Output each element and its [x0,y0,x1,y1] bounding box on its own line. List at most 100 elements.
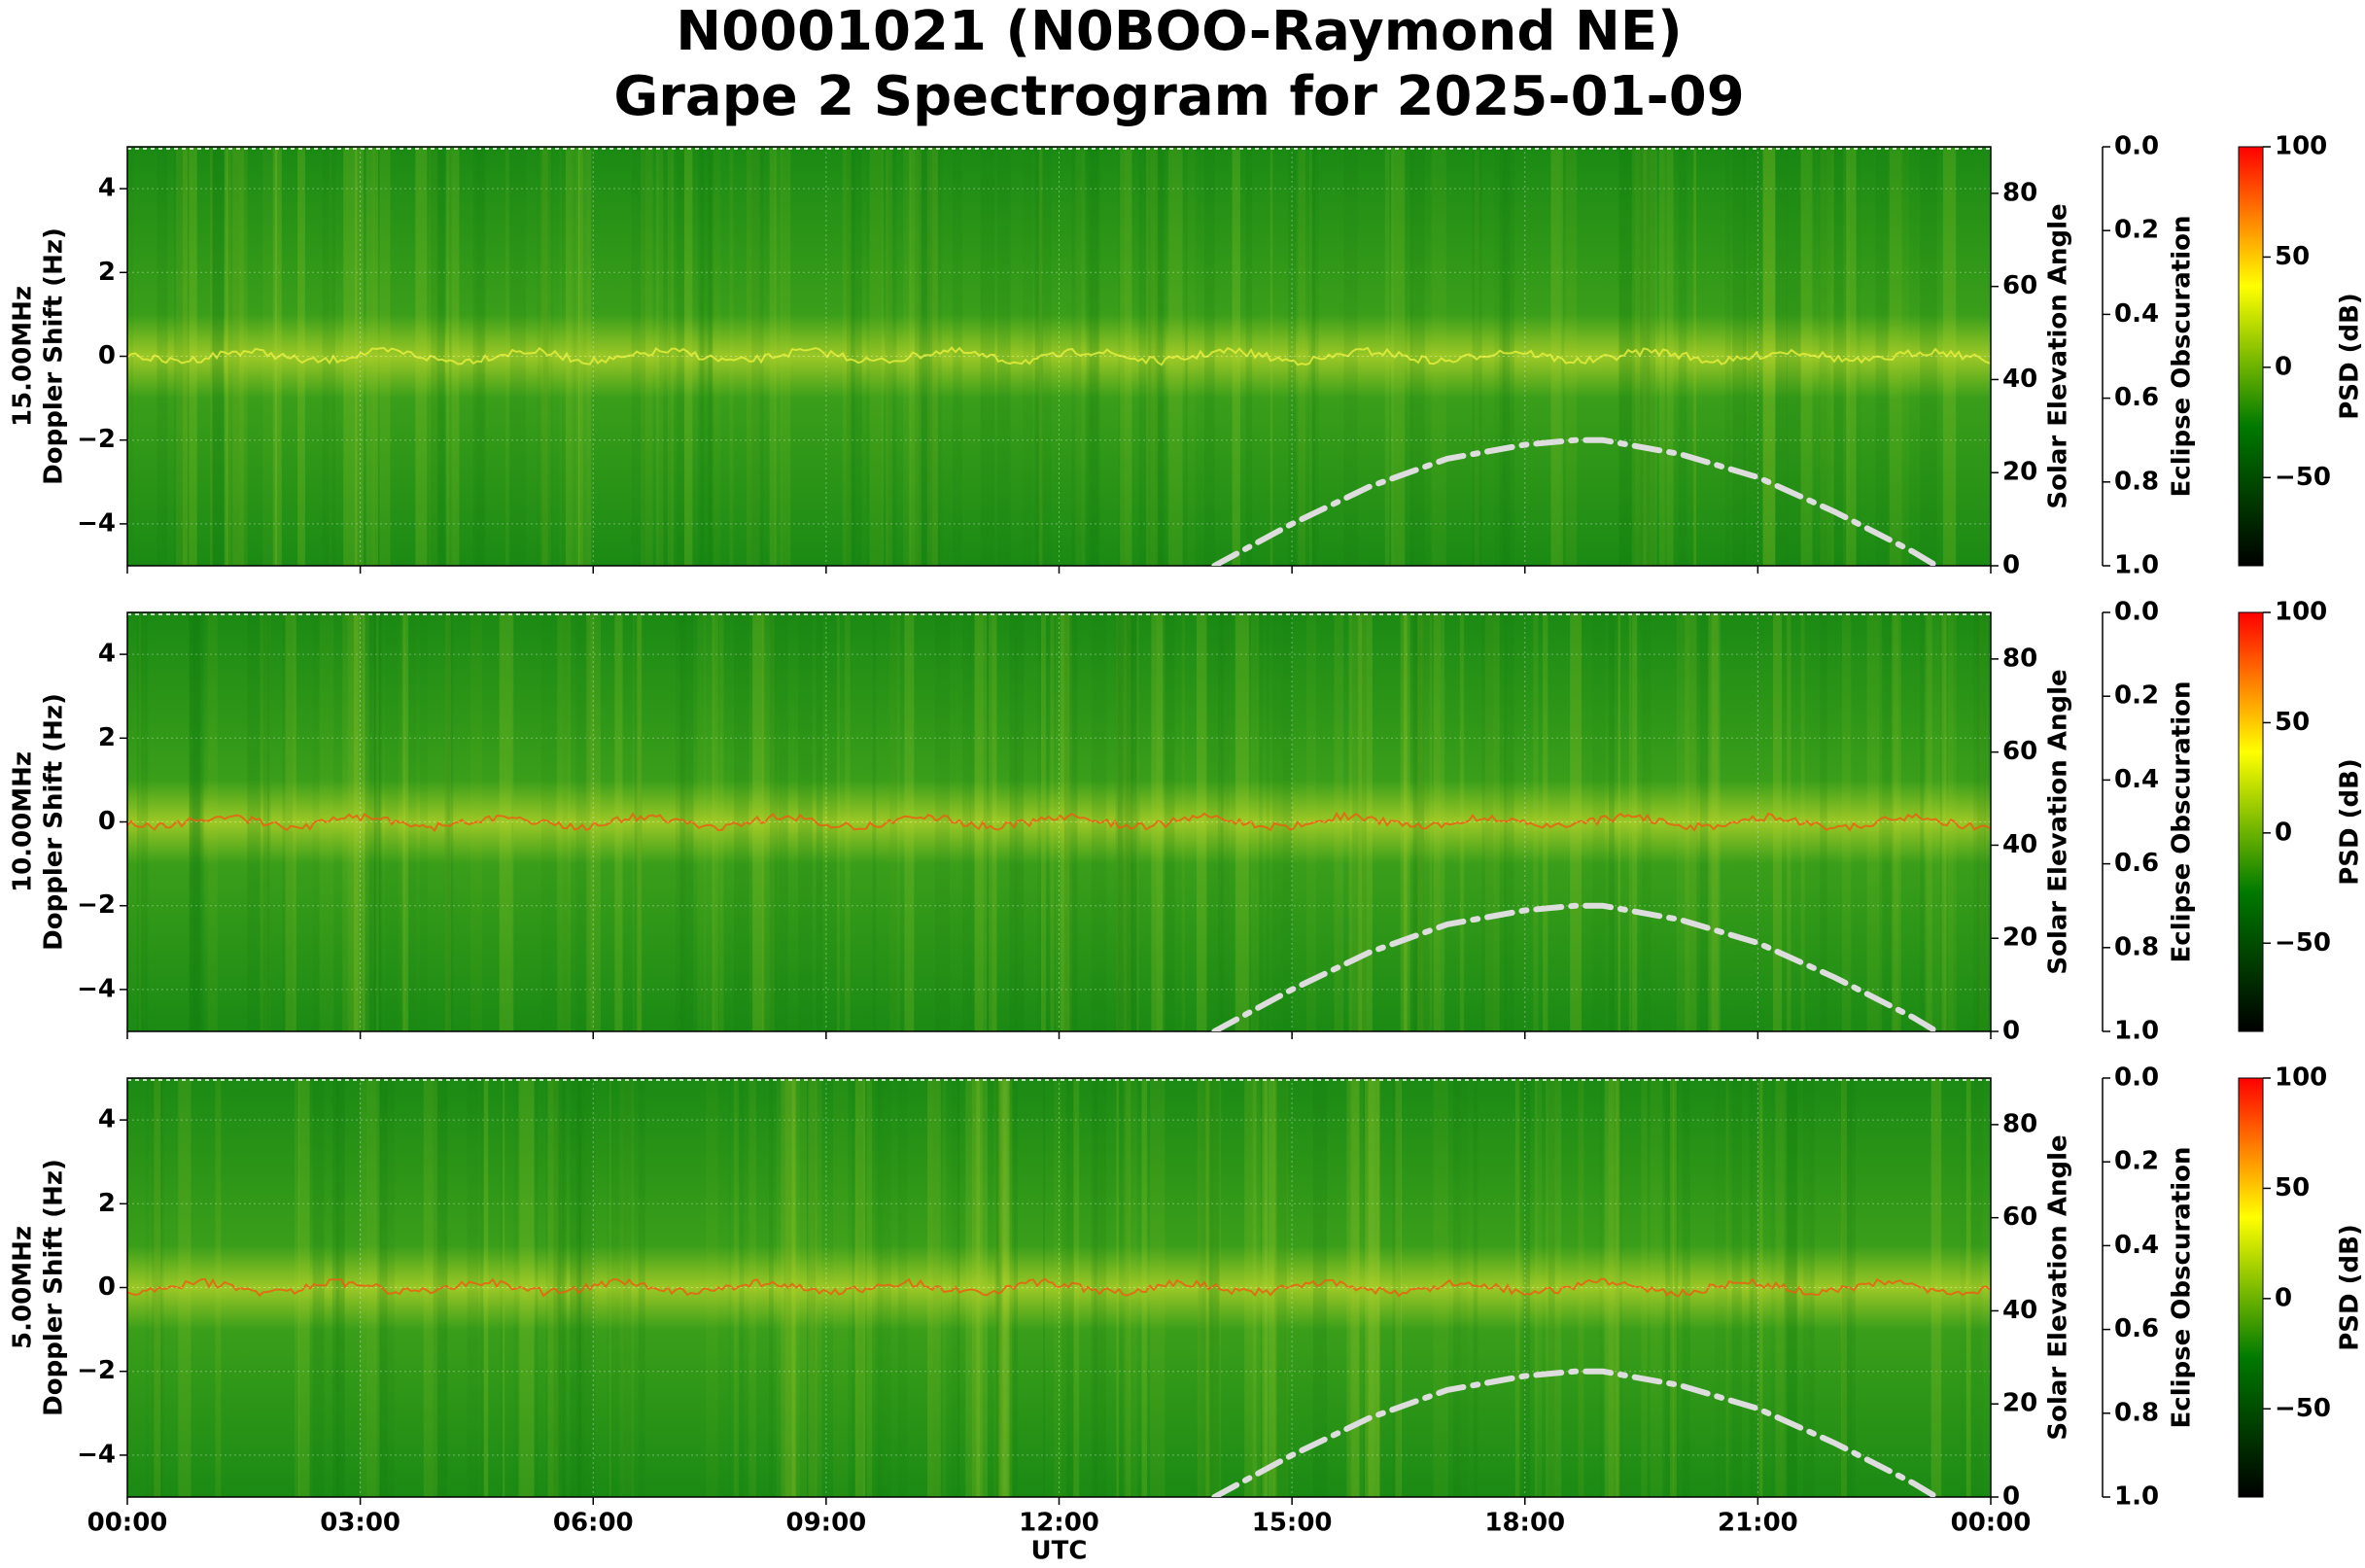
spectrogram-stripe [1056,612,1060,1031]
spectrogram-stripe [1787,612,1791,1031]
spectrogram-stripe [1132,612,1140,1031]
spectrogram-stripe [1089,147,1100,566]
y3-tick-label: 0.4 [2114,299,2159,329]
spectrogram-stripe [1942,147,1957,566]
spectrogram-stripe [1141,1078,1148,1497]
spectrogram-stripe [1118,1078,1130,1497]
spectrogram-stripe [886,147,893,566]
spectrogram-stripe [897,1078,901,1497]
spectrogram-stripe [1472,147,1482,566]
spectrogram-stripe [739,1078,745,1497]
spectrogram-stripe [791,1078,808,1497]
spectrogram-stripe [472,147,486,566]
spectrogram-stripe [784,1078,796,1497]
spectrogram-stripe [1617,147,1633,566]
spectrogram-stripe [1365,1078,1380,1497]
spectrogram-stripe [446,147,460,566]
y2-tick-label: 0 [2002,551,2020,580]
y3-axis-label: Eclipse Obscuration [2168,1147,2197,1429]
spectrogram-stripe [365,1078,380,1497]
spectrogram-stripe [622,1078,632,1497]
colorbar-tick-label: 50 [2275,242,2310,271]
spectrogram-stripe [189,612,203,1031]
spectrogram-stripe [375,612,379,1031]
spectrogram-stripe [1205,1078,1222,1497]
spectrogram-stripe [1124,612,1128,1031]
colorbar-tick-label: 50 [2275,1173,2310,1202]
spectrogram-stripe [983,612,992,1031]
spectrogram-stripe [1023,147,1033,566]
spectrogram-stripe [1136,612,1139,1031]
spectrogram-stripe [312,1078,325,1497]
spectrogram-stripe [1264,1078,1276,1497]
spectrogram-stripe [781,147,791,566]
spectrogram-stripe [953,147,962,566]
y2-tick-label: 0 [2002,1017,2020,1046]
spectrogram-stripe [1845,147,1857,566]
spectrogram-stripe [259,612,271,1031]
spectrogram-stripe [1502,147,1514,566]
y3-tick-label: 0.0 [2114,132,2159,161]
spectrogram-stripe [1633,147,1642,566]
spectrogram-stripe [1273,1078,1287,1497]
spectrogram-stripe [335,1078,345,1497]
spectrogram-stripe [537,147,553,566]
spectrogram-stripe [632,612,638,1031]
y-tick-label: 0 [98,1272,116,1302]
spectrogram-stripe [1343,147,1358,566]
spectrogram-stripe [956,1078,960,1497]
spectrogram-stripe [1305,612,1317,1031]
spectrogram-stripe [1700,612,1709,1031]
spectrogram-stripe [322,147,335,566]
spectrogram-stripe [353,612,361,1031]
spectrogram-stripe [1608,1078,1615,1497]
spectrogram-stripe [1374,1078,1381,1497]
spectrogram-stripe [1208,1078,1219,1497]
spectrogram-stripe [578,1078,593,1497]
spectrogram-stripe [1453,1078,1468,1497]
spectrogram-stripe [994,1078,1001,1497]
spectrogram-stripe [778,612,788,1031]
spectrogram-stripe [1642,147,1656,566]
spectrogram-stripe [1063,612,1078,1031]
x-axis-label: UTC [1031,1537,1088,1566]
spectrogram-stripe [1977,612,1990,1031]
y-tick-label: −2 [77,890,116,920]
y-tick-label: 2 [98,258,116,287]
spectrogram-stripe [229,147,244,566]
x-tick-label: 18:00 [1484,1509,1565,1538]
spectrogram-stripe [974,612,988,1031]
spectrogram-stripe [1150,1078,1165,1497]
spectrogram-stripe [503,1078,505,1497]
spectrogram-stripe [1533,612,1539,1031]
spectrogram-trace [127,346,1991,366]
spectrogram-stripe [1658,147,1674,566]
spectrogram-stripe [900,1078,908,1497]
y-tick-label: −2 [77,425,116,454]
spectrogram-stripe [138,612,141,1031]
spectrogram-stripe [1927,612,1942,1031]
spectrogram-stripe [637,612,643,1031]
colorbar-tick-label: 100 [2275,132,2327,161]
spectrogram-stripe [1352,612,1367,1031]
y2-tick-label: 80 [2002,644,2037,673]
spectrogram-trace [127,1277,1991,1298]
spectrogram-stripe [1920,612,1924,1031]
spectrogram-stripe [1403,612,1408,1031]
spectrogram-stripe [1245,147,1253,566]
spectrogram-stripe [751,612,764,1031]
spectrogram-stripe [1308,147,1315,566]
spectrogram-stripe [1431,147,1446,566]
spectrogram-stripe [1196,612,1207,1031]
x-tick-label: 06:00 [553,1509,634,1538]
spectrogram-stripe [863,1078,868,1497]
spectrogram-stripe [415,147,428,566]
spectrogram-stripe [262,612,269,1031]
spectrogram-stripe [1220,612,1230,1031]
spectrogram-stripe [577,147,592,566]
spectrogram-stripe [1415,612,1430,1031]
spectrogram-stripe [137,612,149,1031]
spectrogram-stripe [1748,147,1763,566]
spectrogram-stripe [1409,147,1425,566]
